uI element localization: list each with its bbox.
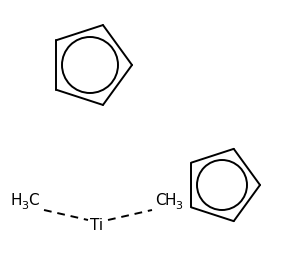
Text: C: C [28, 193, 39, 208]
Text: Ti: Ti [90, 218, 104, 233]
Text: 3: 3 [175, 201, 182, 211]
Text: H: H [164, 193, 176, 208]
Text: C: C [155, 193, 166, 208]
Text: H: H [10, 193, 22, 208]
Text: 3: 3 [21, 201, 28, 211]
